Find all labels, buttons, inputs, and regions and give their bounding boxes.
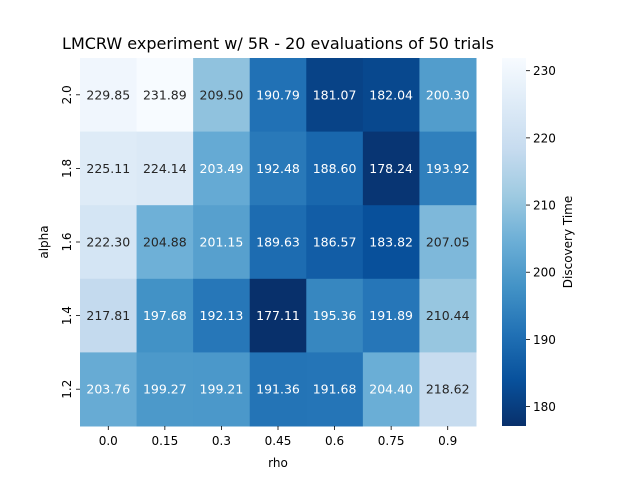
heatmap-cell <box>249 58 307 133</box>
chart-title: LMCRW experiment w/ 5R - 20 evaluations … <box>62 34 494 53</box>
colorbar-tick-label: 210 <box>533 199 556 213</box>
heatmap-cell <box>193 58 251 133</box>
cell-value-label: 183.82 <box>369 235 413 250</box>
cell-value-label: 188.60 <box>313 161 357 176</box>
cell-value-label: 193.92 <box>426 161 470 176</box>
cell-value-label: 218.62 <box>426 382 470 397</box>
heatmap-cell <box>362 352 420 427</box>
colorbar <box>502 58 526 426</box>
heatmap-cell <box>193 352 251 427</box>
y-tick-label: 1.2 <box>60 380 74 399</box>
heatmap-cell <box>136 205 194 280</box>
colorbar-tick-label: 230 <box>533 64 556 78</box>
cell-value-label: 182.04 <box>369 87 413 102</box>
heatmap-cell <box>249 278 307 353</box>
x-axis-ticks: 0.0 0.15 0.3 0.45 0.6 0.75 0.9 <box>99 426 457 448</box>
cell-value-label: 203.76 <box>86 382 130 397</box>
colorbar-label: Discovery Time <box>561 196 575 288</box>
heatmap-cell <box>306 278 364 353</box>
y-tick-label: 1.8 <box>60 159 74 178</box>
cell-value-label: 225.11 <box>86 161 130 176</box>
colorbar-tick-label: 180 <box>533 400 556 414</box>
heatmap-cell <box>136 278 194 353</box>
heatmap-cell <box>193 205 251 280</box>
x-tick-label: 0.9 <box>438 434 457 448</box>
cell-value-label: 190.79 <box>256 87 300 102</box>
heatmap-cell <box>80 205 138 280</box>
cell-value-label: 210.44 <box>426 308 470 323</box>
cell-value-label: 203.49 <box>200 161 244 176</box>
heatmap-cell <box>249 205 307 280</box>
cell-value-label: 192.48 <box>256 161 300 176</box>
cell-value-label: 204.40 <box>369 382 413 397</box>
heatmap-cell <box>306 352 364 427</box>
x-tick-label: 0.6 <box>325 434 344 448</box>
cell-value-label: 191.68 <box>313 382 357 397</box>
cell-value-label: 191.36 <box>256 382 300 397</box>
heatmap-cell <box>362 278 420 353</box>
cell-value-label: 209.50 <box>200 87 244 102</box>
heatmap-cell <box>136 58 194 133</box>
heatmap-cell <box>419 58 477 133</box>
colorbar-ticks: 180 190 200 210 220 230 <box>526 64 556 414</box>
y-tick-label: 2.0 <box>60 85 74 104</box>
heatmap-cell <box>419 352 477 427</box>
heatmap-cells: 229.85 231.89 209.50 190.79 181.07 182.04 200.… <box>80 58 477 427</box>
cell-value-label: 177.11 <box>256 308 300 323</box>
x-tick-label: 0.75 <box>378 434 405 448</box>
heatmap-cell <box>249 352 307 427</box>
cell-value-label: 217.81 <box>86 308 130 323</box>
heatmap-cell <box>362 58 420 133</box>
y-tick-label: 1.6 <box>60 232 74 251</box>
cell-value-label: 229.85 <box>86 87 130 102</box>
colorbar-tick-label: 190 <box>533 333 556 347</box>
heatmap-cell <box>136 352 194 427</box>
cell-value-label: 204.88 <box>143 235 187 250</box>
heatmap-cell <box>306 205 364 280</box>
heatmap-cell <box>80 278 138 353</box>
y-axis-ticks: 2.0 1.8 1.6 1.4 1.2 <box>60 85 80 399</box>
heatmap-cell <box>419 205 477 280</box>
heatmap-cell <box>362 131 420 206</box>
heatmap-cell <box>249 131 307 206</box>
heatmap-cell <box>80 131 138 206</box>
heatmap-cell <box>306 58 364 133</box>
cell-value-label: 191.89 <box>369 308 413 323</box>
cell-value-label: 195.36 <box>313 308 357 323</box>
heatmap-cell <box>419 278 477 353</box>
x-tick-label: 0.3 <box>212 434 231 448</box>
x-axis-label: rho <box>268 456 288 470</box>
y-axis-label: alpha <box>37 225 51 258</box>
cell-value-label: 186.57 <box>313 235 357 250</box>
heatmap-cell <box>136 131 194 206</box>
cell-value-label: 178.24 <box>369 161 413 176</box>
cell-value-label: 192.13 <box>200 308 244 323</box>
heatmap-cell <box>193 278 251 353</box>
cell-value-label: 207.05 <box>426 235 470 250</box>
cell-value-label: 200.30 <box>426 87 470 102</box>
colorbar-tick-label: 220 <box>533 131 556 145</box>
cell-value-label: 197.68 <box>143 308 187 323</box>
cell-value-label: 231.89 <box>143 87 187 102</box>
cell-value-label: 199.21 <box>200 382 244 397</box>
colorbar-tick-label: 200 <box>533 266 556 280</box>
x-tick-label: 0.0 <box>99 434 118 448</box>
cell-value-label: 181.07 <box>313 87 357 102</box>
heatmap-cell <box>419 131 477 206</box>
cell-value-label: 189.63 <box>256 235 300 250</box>
cell-value-label: 222.30 <box>86 235 130 250</box>
cell-value-label: 224.14 <box>143 161 187 176</box>
x-tick-label: 0.15 <box>151 434 178 448</box>
x-tick-label: 0.45 <box>265 434 292 448</box>
heatmap-cell <box>80 352 138 427</box>
heatmap-cell <box>80 58 138 133</box>
heatmap-cell <box>306 131 364 206</box>
cell-value-label: 199.27 <box>143 382 187 397</box>
heatmap-cell <box>362 205 420 280</box>
cell-value-label: 201.15 <box>200 235 244 250</box>
y-tick-label: 1.4 <box>60 306 74 325</box>
heatmap-cell <box>193 131 251 206</box>
